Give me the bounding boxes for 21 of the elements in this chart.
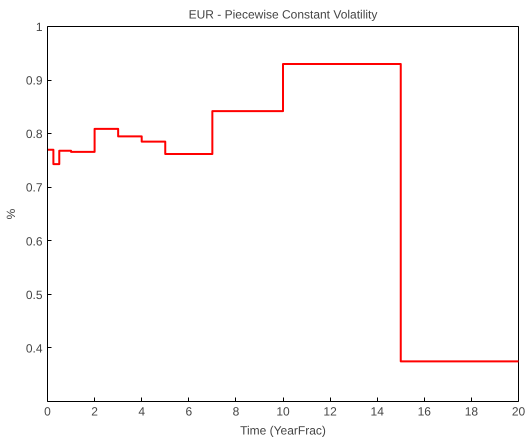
x-tick-label: 16 xyxy=(418,404,432,418)
x-tick-label: 10 xyxy=(276,404,290,418)
x-tick-label: 8 xyxy=(232,404,240,418)
y-axis-title: % xyxy=(4,208,18,220)
x-tick-label: 20 xyxy=(512,404,526,418)
x-tick-label: 0 xyxy=(44,404,52,418)
y-tick-label: 0.4 xyxy=(26,341,43,356)
y-tick-label: 0.6 xyxy=(26,234,43,248)
chart-title: EUR - Piecewise Constant Volatility xyxy=(188,8,378,22)
x-axis-title: Time (YearFrac) xyxy=(240,424,326,438)
y-tick-label: 1 xyxy=(36,20,43,34)
x-tick-label: 18 xyxy=(464,404,478,418)
y-tick-label: 0.8 xyxy=(26,127,43,142)
x-tick-label: 4 xyxy=(138,404,146,418)
y-tick-label: 0.5 xyxy=(26,288,43,302)
x-tick-label: 12 xyxy=(323,404,338,418)
x-tick-label: 6 xyxy=(185,404,192,418)
x-tick-label: 2 xyxy=(91,404,98,418)
x-tick-label: 14 xyxy=(370,404,384,418)
y-tick-label: 0.9 xyxy=(26,74,43,88)
y-tick-label: 0.7 xyxy=(26,180,43,195)
